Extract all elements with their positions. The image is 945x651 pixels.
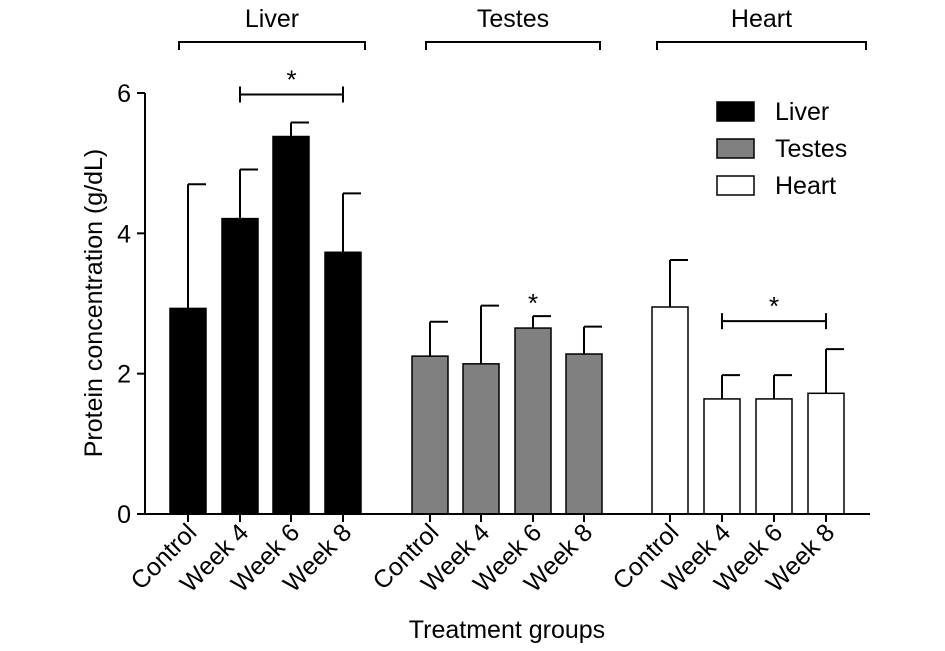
bar — [807, 392, 845, 515]
y-tick-label: 2 — [117, 361, 131, 389]
bar — [324, 251, 362, 515]
significance-star: * — [769, 291, 779, 321]
significance-bracket — [239, 86, 344, 103]
y-axis: 0 2 4 6 — [117, 80, 146, 529]
bar — [169, 307, 207, 515]
y-tick-label: 4 — [117, 220, 131, 248]
bar — [565, 353, 603, 515]
group-bracket — [656, 41, 867, 50]
bar — [703, 398, 741, 515]
legend-swatch — [716, 138, 755, 159]
legend-label: Liver — [775, 98, 829, 126]
group-label: Heart — [731, 5, 792, 33]
bar — [272, 135, 310, 515]
y-tick-label: 0 — [117, 501, 131, 529]
plot-area: * * * — [169, 64, 845, 515]
significance-star: * — [528, 288, 538, 318]
bar — [221, 217, 259, 515]
group-bracket — [425, 41, 601, 50]
legend-label: Heart — [775, 172, 836, 200]
group-bracket — [178, 41, 366, 50]
legend-swatch — [716, 101, 755, 122]
bar — [651, 306, 689, 515]
bar — [514, 327, 552, 515]
group-label: Liver — [245, 5, 299, 33]
bar — [755, 398, 793, 515]
significance-bracket — [721, 313, 827, 330]
group-label: Testes — [477, 5, 549, 33]
legend-label: Testes — [775, 135, 847, 163]
bar — [411, 355, 449, 515]
legend: Liver Testes Heart — [716, 98, 847, 200]
y-tick-label: 6 — [117, 80, 131, 108]
group-labels: Liver Testes Heart — [178, 5, 867, 50]
y-axis-title: Protein concentration (g/dL) — [80, 149, 108, 458]
bar — [462, 363, 500, 515]
significance-star: * — [286, 64, 296, 94]
legend-swatch — [716, 175, 755, 196]
x-axis-title: Treatment groups — [409, 616, 605, 644]
